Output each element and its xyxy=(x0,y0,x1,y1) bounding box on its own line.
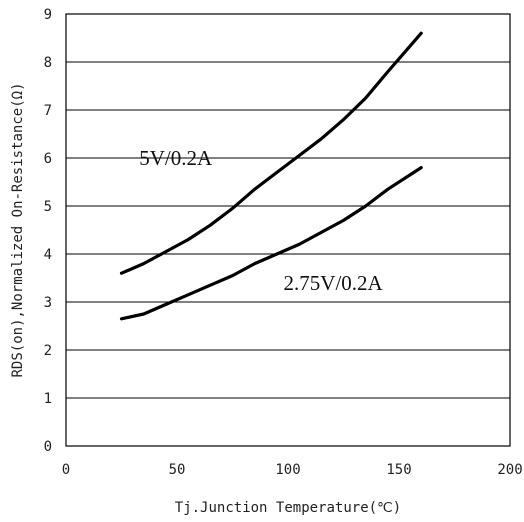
y-tick-label: 2 xyxy=(44,343,52,359)
series-label-2-75v: 2.75V/0.2A xyxy=(284,271,384,295)
y-tick-label: 3 xyxy=(44,295,52,311)
series-label-5v: 5V/0.2A xyxy=(139,146,213,170)
x-tick-label: 150 xyxy=(386,462,411,478)
x-tick-label: 200 xyxy=(497,462,522,478)
y-tick-label: 7 xyxy=(44,103,52,119)
x-tick-label: 50 xyxy=(169,462,186,478)
x-tick-label: 0 xyxy=(62,462,70,478)
x-axis-title: Tj.Junction Temperature(℃) xyxy=(175,500,401,516)
y-axis-title: RDS(on),Normalized On-Resistance(Ω) xyxy=(10,82,26,377)
y-tick-labels: 0 1 2 3 4 5 6 7 8 9 xyxy=(44,7,52,455)
grid xyxy=(66,61,510,399)
y-tick-label: 8 xyxy=(44,55,52,71)
y-tick-label: 9 xyxy=(44,7,52,23)
y-tick-label: 5 xyxy=(44,199,52,215)
series-line-1 xyxy=(119,166,423,321)
x-tick-labels: 0 50 100 150 200 xyxy=(62,462,523,478)
x-tick-label: 100 xyxy=(275,462,300,478)
y-tick-label: 1 xyxy=(44,391,52,407)
y-tick-label: 0 xyxy=(44,439,52,455)
series-line-0 xyxy=(119,31,423,275)
plot-area xyxy=(65,13,511,447)
series-group xyxy=(119,31,423,321)
y-tick-label: 6 xyxy=(44,151,52,167)
y-tick-label: 4 xyxy=(44,247,52,263)
